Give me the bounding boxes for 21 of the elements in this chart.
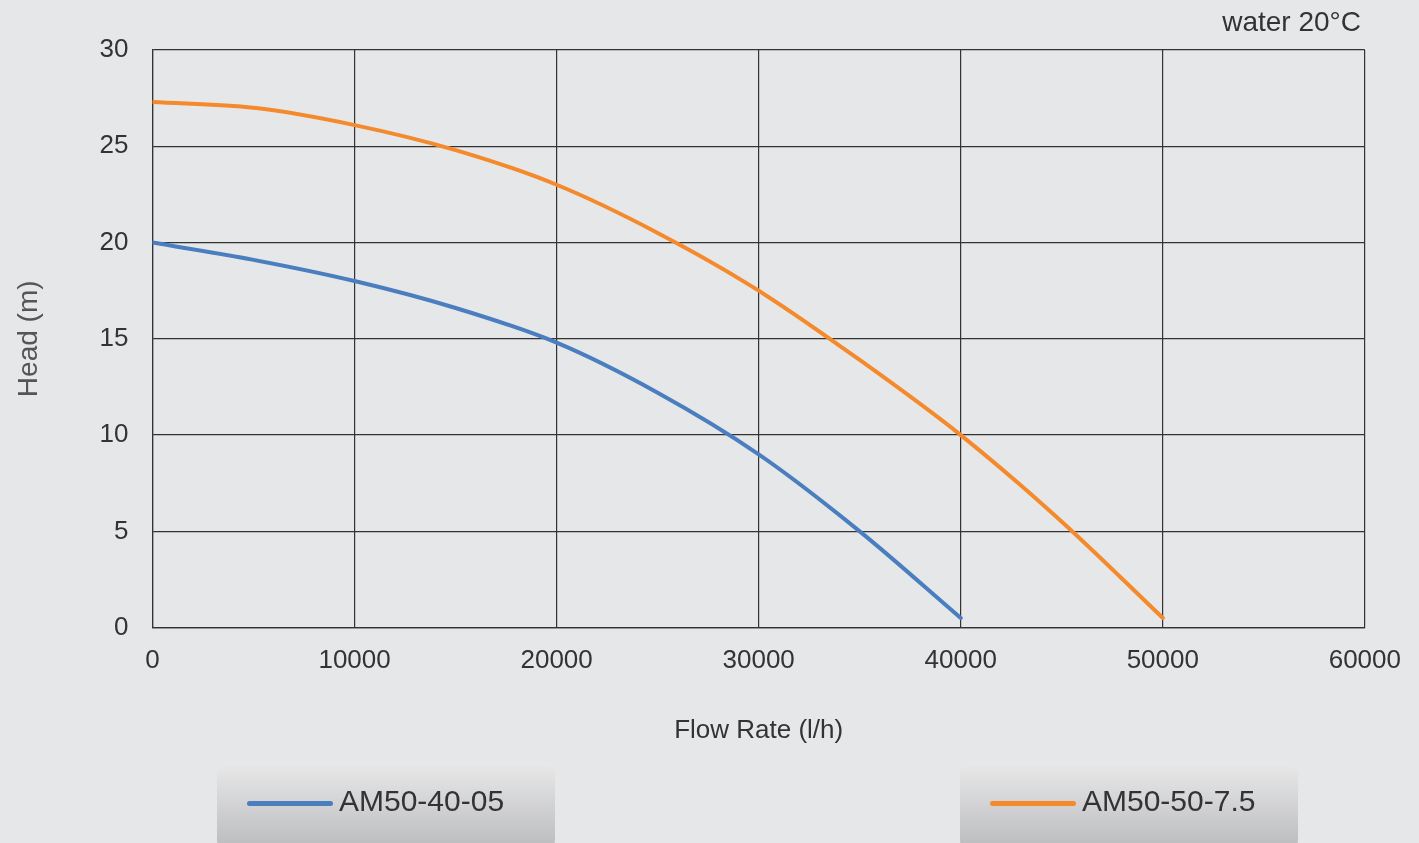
text: water 20°C bbox=[1222, 6, 1361, 38]
x-axis-title: Flow Rate (l/h) bbox=[674, 713, 844, 744]
y-tick-label: 10 bbox=[99, 418, 129, 449]
line-series bbox=[152, 99, 1165, 620]
y-tick-label: 0 bbox=[114, 610, 129, 641]
y-tick-label: 30 bbox=[99, 33, 129, 64]
y-axis-title: Head (m) bbox=[11, 280, 43, 398]
y-tick-label: 15 bbox=[99, 321, 129, 352]
x-tick-label: 0 bbox=[145, 644, 160, 675]
x-tick-label: 60000 bbox=[1328, 644, 1402, 675]
legend-label: AM50-50-7.5 bbox=[1082, 784, 1256, 818]
x-tick-label: 10000 bbox=[318, 644, 391, 675]
x-tick-label: 40000 bbox=[924, 644, 997, 675]
x-tick-label: 20000 bbox=[520, 644, 593, 675]
x-tick-label: 30000 bbox=[722, 644, 795, 675]
legend-label: AM50-40-05 bbox=[339, 784, 505, 818]
y-tick-label: 5 bbox=[114, 514, 129, 545]
y-tick-label: 20 bbox=[99, 225, 129, 256]
y-tick-label: 25 bbox=[99, 129, 129, 160]
x-tick-label: 50000 bbox=[1126, 644, 1199, 675]
line-series bbox=[152, 240, 963, 620]
